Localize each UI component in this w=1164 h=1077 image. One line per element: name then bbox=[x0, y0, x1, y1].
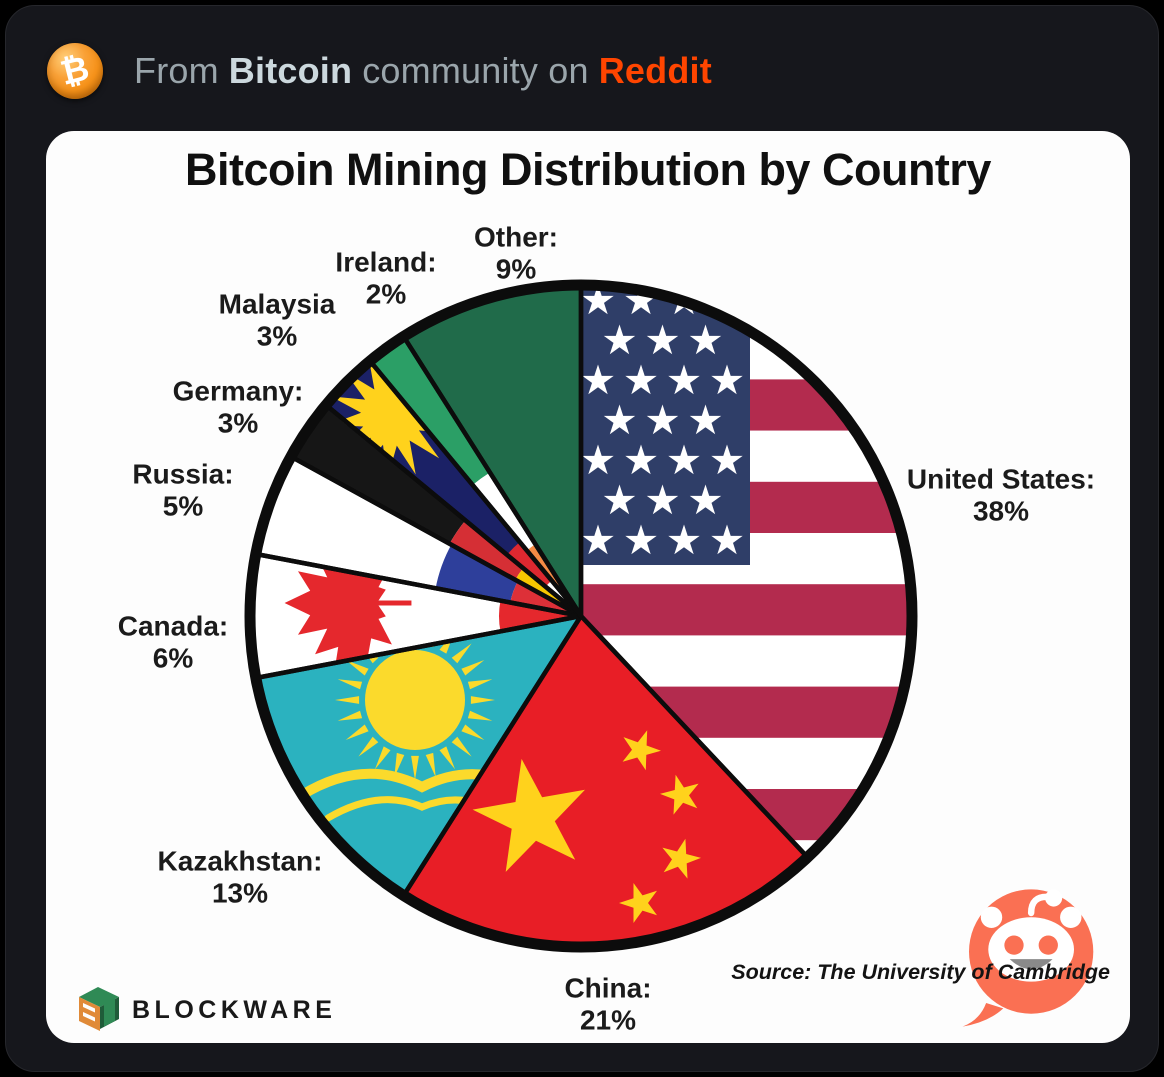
dark-background: ₿ From Bitcoin community on Reddit Bitcoin … bbox=[5, 5, 1159, 1072]
chart-title: Bitcoin Mining Distribution by Country bbox=[185, 144, 991, 195]
slice-label-us: United States: 38% bbox=[906, 463, 1096, 527]
header-prefix: From bbox=[134, 50, 219, 91]
source-credit: Source: The University of Cambridge bbox=[731, 960, 1110, 984]
bitcoin-symbol: ₿ bbox=[56, 48, 94, 94]
reddit-snoo-icon bbox=[962, 889, 1094, 1027]
header: ₿ From Bitcoin community on Reddit bbox=[47, 43, 712, 99]
blockware-logo: BLOCKWARE bbox=[74, 985, 336, 1035]
slice-label-russia: Russia: 5% bbox=[132, 458, 234, 522]
header-text: From Bitcoin community on Reddit bbox=[134, 50, 712, 92]
community-link[interactable]: Bitcoin bbox=[228, 50, 353, 91]
header-middle: community on bbox=[362, 50, 589, 91]
slice-label-china: China: 21% bbox=[564, 972, 652, 1036]
slice-label-canada: Canada: 6% bbox=[117, 610, 229, 674]
pie-svg bbox=[244, 279, 918, 953]
brand-name: BLOCKWARE bbox=[132, 995, 337, 1024]
reddit-link[interactable]: Reddit bbox=[598, 50, 712, 91]
bitcoin-icon: ₿ bbox=[47, 43, 103, 99]
chart-card: Bitcoin Mining Distribution by Country U… bbox=[46, 131, 1130, 1043]
pie-chart bbox=[232, 267, 930, 965]
blockware-icon bbox=[79, 987, 119, 1031]
